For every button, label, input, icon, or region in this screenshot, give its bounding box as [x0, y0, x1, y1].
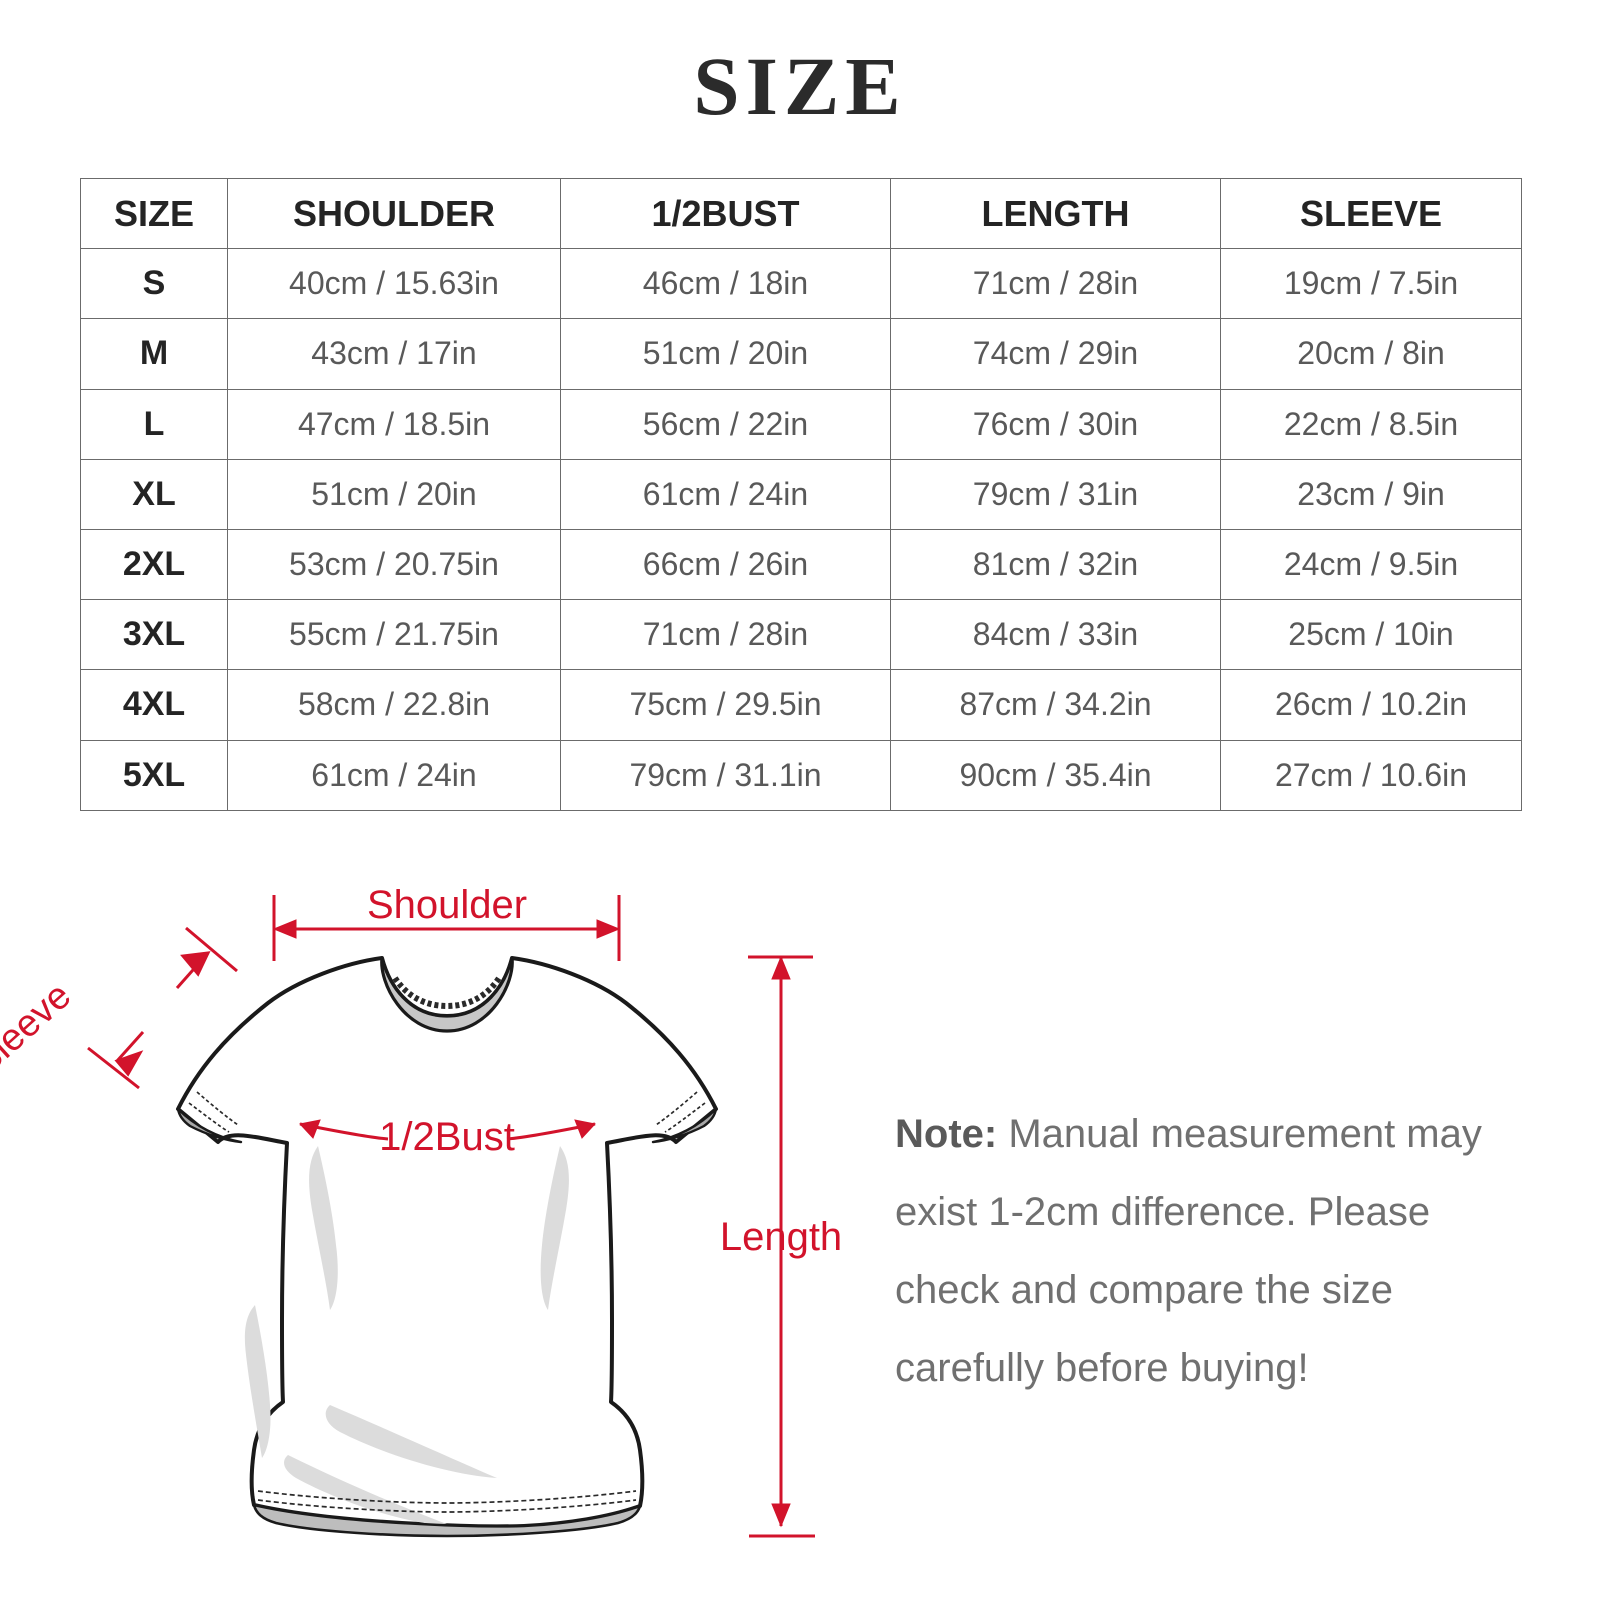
svg-text:Length: Length — [720, 1215, 842, 1259]
svg-text:Sleeve: Sleeve — [0, 975, 79, 1084]
svg-text:1/2Bust: 1/2Bust — [379, 1115, 515, 1159]
svg-text:Shoulder: Shoulder — [367, 883, 527, 927]
